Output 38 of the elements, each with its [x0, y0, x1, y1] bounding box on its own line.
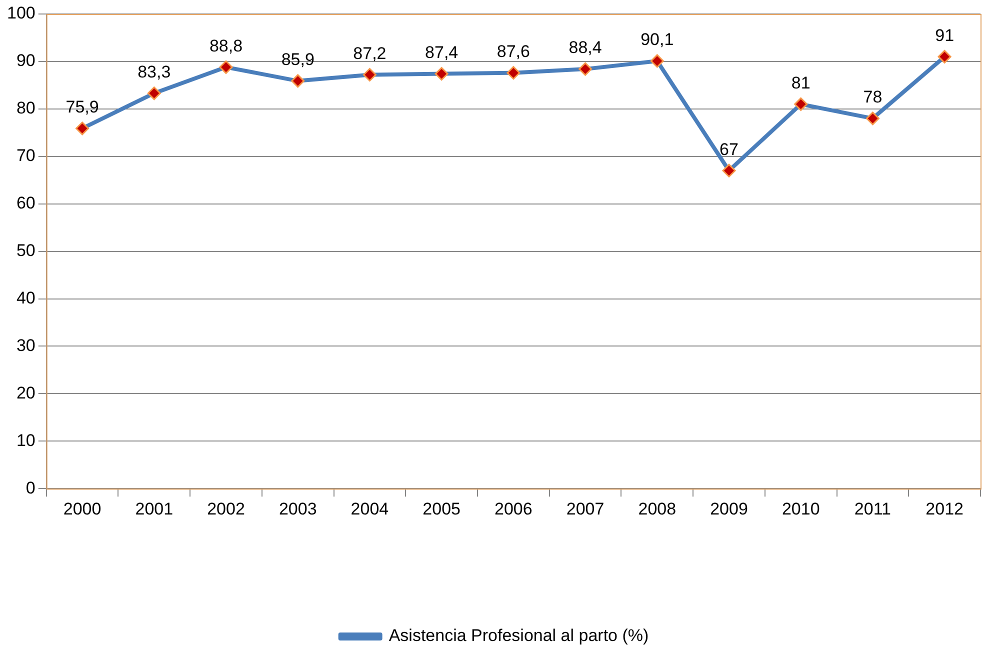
x-tick-label: 2004 — [350, 499, 389, 518]
x-tick-label: 2001 — [135, 499, 174, 518]
data-label: 78 — [863, 88, 882, 107]
data-label: 87,2 — [353, 44, 386, 63]
y-tick-label: 60 — [16, 194, 36, 213]
data-label: 87,6 — [496, 42, 530, 62]
y-tick-label: 0 — [26, 478, 36, 498]
data-label: 90,1 — [640, 30, 674, 50]
x-tick-label: 2006 — [494, 499, 532, 518]
x-tick-label: 2010 — [782, 499, 820, 518]
x-tick-label: 2011 — [854, 499, 891, 518]
y-tick-label: 10 — [16, 430, 36, 450]
data-label: 67 — [720, 140, 738, 159]
data-label: 88,4 — [568, 38, 602, 58]
x-tick-label: 2002 — [207, 499, 245, 518]
y-tick-label: 40 — [16, 288, 36, 308]
legend-label: Asistencia Profesional al parto (%) — [388, 626, 649, 646]
data-label: 75,9 — [66, 98, 99, 117]
y-tick-label: 50 — [16, 240, 36, 260]
x-tick-label: 2008 — [638, 499, 676, 518]
y-tick-label: 20 — [16, 383, 36, 402]
x-tick-label: 2009 — [710, 499, 748, 518]
x-tick-label: 2005 — [422, 499, 460, 518]
data-label: 85,9 — [281, 50, 314, 70]
data-label: 87,4 — [425, 42, 458, 62]
y-tick-label: 100 — [6, 4, 36, 23]
y-tick-label: 80 — [16, 98, 36, 118]
data-label: 91 — [935, 26, 954, 45]
x-tick-label: 2012 — [926, 499, 964, 518]
data-label: 83,3 — [138, 62, 171, 82]
y-tick-label: 90 — [16, 51, 36, 70]
y-tick-label: 30 — [16, 336, 36, 355]
x-tick-label: 2007 — [566, 499, 604, 518]
data-label: 88,8 — [209, 36, 243, 56]
x-tick-label: 2000 — [63, 499, 102, 518]
data-label: 81 — [791, 73, 810, 92]
x-tick-label: 2003 — [278, 499, 317, 518]
y-tick-label: 70 — [16, 146, 36, 166]
